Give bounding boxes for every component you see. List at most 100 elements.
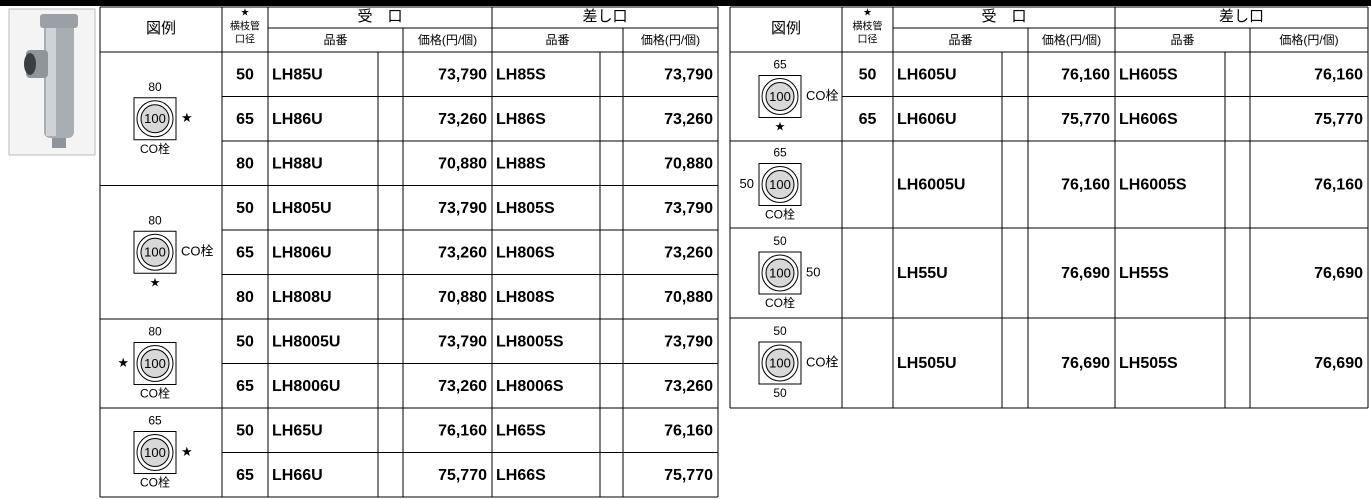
branch-header: 口径 xyxy=(235,33,255,46)
socket-price: 76,690 xyxy=(1061,265,1110,282)
socket-price: 75,770 xyxy=(438,467,487,484)
socket-code: LH806U xyxy=(272,244,332,261)
socket-price: 73,790 xyxy=(438,66,487,83)
top-bar xyxy=(0,0,1371,6)
spigot-code: LH606S xyxy=(1119,111,1178,128)
bottom-label: CO栓 xyxy=(765,295,795,310)
pipe-size: 100 xyxy=(769,265,791,280)
fitting-frame xyxy=(133,342,177,385)
star-header: ★ xyxy=(241,8,250,19)
socket-price: 73,260 xyxy=(438,244,487,261)
price-header: 価格(円/個) xyxy=(418,32,477,47)
spigot-code: LH86S xyxy=(496,111,546,128)
top-label: 50 xyxy=(773,324,787,338)
spigot-price: 73,790 xyxy=(664,200,713,217)
spigot-price: 70,880 xyxy=(664,289,713,306)
code-header: 品番 xyxy=(948,33,972,47)
branch-size: 65 xyxy=(236,244,254,261)
bottom-label: ★ xyxy=(775,120,786,134)
socket-code: LH605U xyxy=(897,66,957,83)
socket-price: 76,160 xyxy=(438,422,487,439)
spigot-price: 73,260 xyxy=(664,378,713,395)
left-label: 50 xyxy=(740,176,754,191)
spigot-code: LH805S xyxy=(496,200,555,217)
spigot-code: LH8006S xyxy=(496,378,564,395)
bottom-label: 50 xyxy=(773,386,787,400)
spigot-price: 73,790 xyxy=(664,333,713,350)
branch-size: 50 xyxy=(236,200,254,217)
branch-size: 50 xyxy=(236,422,254,439)
code-header: 品番 xyxy=(545,33,569,47)
socket-code: LH808U xyxy=(272,289,332,306)
branch-size: 50 xyxy=(859,66,877,83)
code-header: 品番 xyxy=(323,33,347,47)
legend-header: 図例 xyxy=(771,20,801,37)
fitting-pipe xyxy=(140,349,170,378)
spigot-price: 73,260 xyxy=(664,111,713,128)
socket-price: 76,160 xyxy=(1061,177,1110,194)
top-label: 80 xyxy=(148,80,162,94)
code-header: 品番 xyxy=(1170,33,1194,47)
top-label: 50 xyxy=(773,234,787,248)
spigot-code: LH6005S xyxy=(1119,177,1187,194)
socket-price: 76,160 xyxy=(1061,66,1110,83)
socket-price: 73,260 xyxy=(438,111,487,128)
fitting-pipe xyxy=(765,258,795,288)
spigot-code: LH55S xyxy=(1119,265,1169,282)
spigot-code: LH808S xyxy=(496,289,555,306)
pipe-size: 100 xyxy=(144,245,166,260)
socket-code: LH86U xyxy=(272,111,323,128)
right-label: 50 xyxy=(806,264,820,279)
socket-code: LH606U xyxy=(897,111,957,128)
spigot-code: LH85S xyxy=(496,66,546,83)
top-label: 80 xyxy=(148,213,162,227)
socket-code: LH805U xyxy=(272,200,332,217)
bottom-label: ★ xyxy=(150,275,161,289)
pipe-size: 100 xyxy=(144,111,166,126)
pipe-size: 100 xyxy=(769,89,791,104)
right-label: CO栓 xyxy=(181,244,214,259)
spigot-price: 76,160 xyxy=(1314,177,1363,194)
fitting-frame xyxy=(758,251,802,295)
spigot-price: 75,770 xyxy=(1314,111,1363,128)
pipe-size: 100 xyxy=(144,445,166,460)
socket-price: 70,880 xyxy=(438,155,487,172)
price-header: 価格(円/個) xyxy=(1042,32,1101,47)
socket-code: LH65U xyxy=(272,422,323,439)
fitting-pipe xyxy=(765,82,795,111)
spigot-code: LH66S xyxy=(496,467,546,484)
spigot-code: LH8005S xyxy=(496,333,564,350)
socket-code: LH505U xyxy=(897,355,957,372)
spigot-price: 76,690 xyxy=(1314,355,1363,372)
branch-size: 65 xyxy=(236,111,254,128)
socket-code: LH55U xyxy=(897,265,948,282)
spigot-price: 76,690 xyxy=(1314,265,1363,282)
spigot-price: 75,770 xyxy=(664,467,713,484)
bottom-label: CO栓 xyxy=(765,207,795,222)
branch-size: 80 xyxy=(236,155,254,172)
pipe-size: 100 xyxy=(144,356,166,371)
fitting-frame xyxy=(758,341,802,385)
fitting-pipe xyxy=(140,104,170,134)
bottom-label: CO栓 xyxy=(140,475,170,490)
spigot-price: 76,160 xyxy=(1314,66,1363,83)
socket-header: 受 口 xyxy=(981,8,1026,25)
top-label: 65 xyxy=(773,146,787,160)
spigot-price: 76,160 xyxy=(664,422,713,439)
price-header: 価格(円/個) xyxy=(641,32,700,47)
fitting-frame xyxy=(133,97,177,141)
pipe-size: 100 xyxy=(769,355,791,370)
branch-size: 50 xyxy=(236,66,254,83)
branch-header: 横枝管 xyxy=(230,20,260,33)
spigot-price: 73,790 xyxy=(664,66,713,83)
socket-header: 受 口 xyxy=(357,8,402,25)
fitting-frame xyxy=(133,431,177,474)
branch-size: 65 xyxy=(859,111,877,128)
socket-price: 70,880 xyxy=(438,289,487,306)
spigot-code: LH605S xyxy=(1119,66,1178,83)
fitting-pipe xyxy=(140,438,170,467)
branch-header: 口径 xyxy=(858,33,878,46)
spigot-code: LH65S xyxy=(496,422,546,439)
socket-code: LH6005U xyxy=(897,177,965,194)
legend-header: 図例 xyxy=(146,20,176,37)
